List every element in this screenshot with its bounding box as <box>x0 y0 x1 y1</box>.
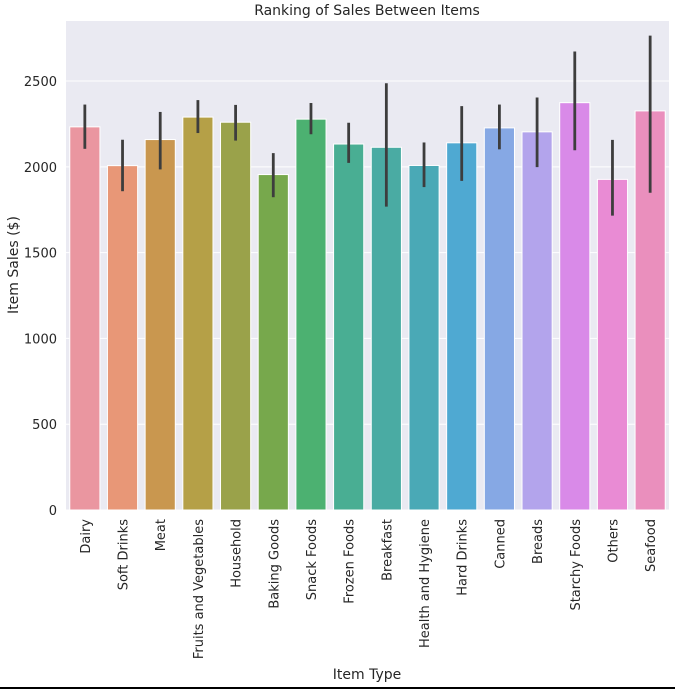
y-tick-0: 0 <box>49 504 57 519</box>
x-tick-others: Others <box>606 519 621 563</box>
x-tick-canned: Canned <box>493 519 508 569</box>
bar-hard-drinks <box>446 142 478 511</box>
x-tick-meat: Meat <box>154 519 169 551</box>
y-axis-label: Item Sales ($) <box>6 216 22 314</box>
bar-breads <box>521 131 553 511</box>
y-tick-1000: 1000 <box>24 332 57 347</box>
x-tick-health-and-hygiene: Health and Hygiene <box>418 519 433 648</box>
bar-soft-drinks <box>106 165 139 511</box>
bar-snack-foods <box>295 118 327 511</box>
error-bars <box>83 35 652 216</box>
y-tick-labels: 0 500 1000 1500 2000 2500 <box>24 75 57 519</box>
x-axis-label: Item Type <box>333 667 401 683</box>
x-tick-breakfast: Breakfast <box>380 519 395 581</box>
x-tick-soft-drinks: Soft Drinks <box>117 519 132 591</box>
x-tick-snack-foods: Snack Foods <box>305 519 320 600</box>
x-tick-baking-goods: Baking Goods <box>267 519 282 609</box>
bar-breakfast <box>370 146 402 511</box>
bar-meat <box>144 139 176 511</box>
bar-frozen-foods <box>333 143 365 511</box>
x-tick-dairy: Dairy <box>79 519 94 554</box>
bar-canned <box>483 127 515 511</box>
x-tick-household: Household <box>230 519 245 588</box>
x-tick-labels: Dairy Soft Drinks Meat Fruits and Vegetable… <box>79 519 659 659</box>
x-tick-fruits-and-vegetables: Fruits and Vegetables <box>192 519 207 659</box>
bar-health-and-hygiene <box>408 164 440 511</box>
bar-household <box>220 121 252 511</box>
x-tick-seafood: Seafood <box>644 519 659 572</box>
x-tick-frozen-foods: Frozen Foods <box>343 519 358 604</box>
bar-dairy <box>69 126 101 511</box>
bar-fruits-and-vegetables <box>182 116 214 511</box>
x-tick-breads: Breads <box>531 519 546 564</box>
y-tick-500: 500 <box>32 418 57 433</box>
bar-baking-goods <box>257 174 289 511</box>
chart-title: Ranking of Sales Between Items <box>254 3 480 19</box>
x-tick-starchy-foods: Starchy Foods <box>569 519 584 611</box>
x-tick-hard-drinks: Hard Drinks <box>456 519 471 596</box>
y-tick-2500: 2500 <box>24 75 57 90</box>
bar-others <box>596 178 629 511</box>
bars <box>69 102 666 511</box>
y-tick-2000: 2000 <box>24 161 57 176</box>
y-tick-1500: 1500 <box>24 247 57 262</box>
bar-starchy-foods <box>559 102 591 511</box>
bottom-border <box>0 687 675 689</box>
